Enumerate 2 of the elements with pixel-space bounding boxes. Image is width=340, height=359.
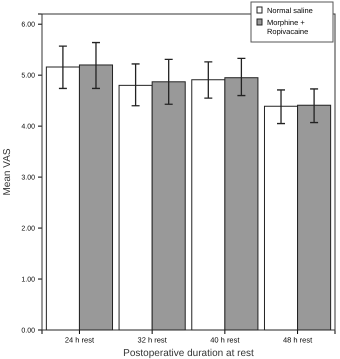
x-axis-title: Postoperative duration at rest (123, 348, 254, 359)
y-axis-title: Mean VAS (2, 148, 13, 196)
